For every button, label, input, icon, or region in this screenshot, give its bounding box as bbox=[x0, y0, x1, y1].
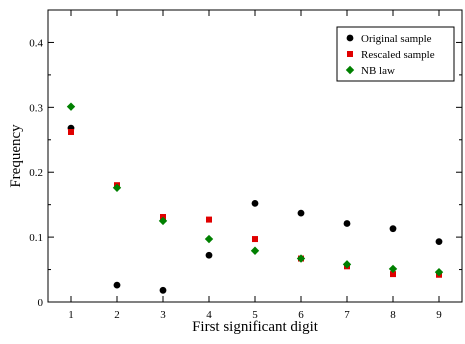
legend-marker bbox=[345, 65, 355, 75]
x-tick-label: 9 bbox=[436, 309, 442, 321]
x-tick-label: 4 bbox=[206, 309, 212, 321]
data-point-circle bbox=[343, 220, 351, 227]
data-point-circle bbox=[251, 199, 259, 207]
x-tick-label: 1 bbox=[68, 309, 74, 321]
x-tick-label: 8 bbox=[390, 309, 396, 321]
y-tick-label: 0 bbox=[38, 297, 44, 309]
x-axis-label: First significant digit bbox=[192, 319, 319, 335]
data-point-circle bbox=[297, 209, 305, 217]
y-tick-label: 0.3 bbox=[29, 102, 43, 114]
y-tick-label: 0.4 bbox=[29, 37, 43, 49]
y-tick-label: 0.1 bbox=[29, 232, 43, 244]
y-tick-label: 0.2 bbox=[29, 167, 43, 179]
data-point-circle bbox=[159, 286, 167, 294]
data-point-circle bbox=[435, 238, 443, 246]
x-tick-label: 3 bbox=[160, 309, 166, 321]
legend-marker bbox=[346, 34, 354, 42]
data-point-square bbox=[390, 271, 396, 278]
data-point-diamond bbox=[342, 260, 352, 269]
data-point-diamond bbox=[388, 264, 398, 274]
legend-label: NB law bbox=[361, 65, 395, 77]
data-point-square bbox=[68, 128, 74, 135]
legend: Original sample Rescaled sample NB law bbox=[336, 26, 455, 82]
series-3 bbox=[66, 102, 444, 277]
data-point-circle bbox=[205, 251, 213, 259]
series-1 bbox=[67, 124, 443, 294]
plot-frame bbox=[47, 9, 463, 303]
data-point-diamond bbox=[204, 234, 214, 244]
data-point-diamond bbox=[296, 254, 306, 263]
legend-marker bbox=[347, 51, 353, 57]
data-point-diamond bbox=[66, 102, 76, 111]
x-tick-label: 5 bbox=[252, 309, 258, 321]
data-point-diamond bbox=[158, 216, 168, 226]
y-axis-label: Frequency bbox=[8, 124, 24, 188]
data-point-square bbox=[252, 236, 258, 243]
data-point-circle bbox=[113, 281, 121, 289]
data-point-circle bbox=[389, 225, 397, 233]
data-point-square bbox=[206, 216, 212, 223]
legend-label: Original sample bbox=[361, 33, 432, 45]
legend-label: Rescaled sample bbox=[361, 49, 435, 61]
x-tick-label: 2 bbox=[114, 309, 120, 321]
x-tick-label: 7 bbox=[344, 309, 350, 321]
data-point-diamond bbox=[434, 267, 444, 277]
x-tick-label: 6 bbox=[298, 309, 304, 321]
legend-box bbox=[336, 26, 455, 82]
data-point-diamond bbox=[250, 246, 260, 255]
data-point-diamond bbox=[112, 183, 122, 192]
